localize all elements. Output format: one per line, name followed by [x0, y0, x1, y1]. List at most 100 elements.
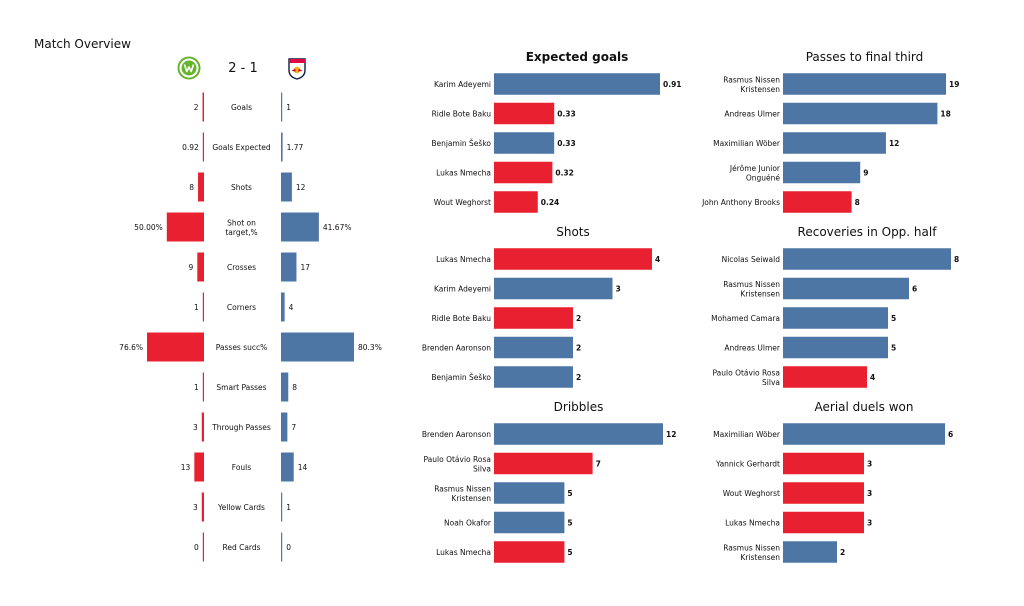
player-name-label: Lukas Nmecha	[436, 548, 491, 557]
player-name-label-line: Kristensen	[740, 553, 780, 562]
player-bar	[494, 73, 660, 95]
expected-goals-chart: Expected goals 0.91 Karim Adeyemi 0.33 Ridle…	[431, 50, 682, 213]
overview-category-label: Fouls	[232, 463, 251, 472]
player-value-label: 12	[666, 430, 676, 439]
overview-home-bar	[197, 252, 204, 282]
overview-category-label: Through Passes	[211, 423, 271, 432]
match-score: 2 - 1	[228, 61, 258, 76]
player-value-label: 3	[867, 460, 872, 469]
player-bar	[494, 248, 652, 270]
player-value-label: 5	[567, 548, 572, 557]
player-bar	[494, 132, 555, 154]
overview-category-label: Passes succ%	[216, 343, 268, 352]
player-name-label: Wout Weghorst	[723, 489, 780, 498]
player-name-label: John Anthony Brooks	[701, 198, 780, 207]
player-bar	[783, 452, 864, 475]
overview-category-label: Corners	[227, 303, 256, 312]
overview-home-bar	[202, 292, 204, 322]
overview-away-bar	[281, 372, 289, 402]
player-name-label: Rasmus Nissen Kristensen	[723, 280, 780, 299]
player-value-label: 18	[940, 110, 950, 119]
wolfsburg-crest-icon	[177, 56, 201, 80]
player-bar	[783, 307, 888, 329]
player-bar	[494, 191, 538, 213]
overview-home-bar	[166, 212, 204, 242]
player-name-label-line: Kristensen	[740, 85, 780, 94]
player-value-label: 7	[596, 460, 601, 469]
overview-away-bar	[281, 132, 283, 162]
player-bar	[783, 336, 888, 359]
overview-category-label: Goals	[231, 103, 252, 112]
player-name-label: Ridle Bote Baku	[432, 314, 492, 323]
player-value-label: 2	[576, 344, 581, 353]
player-name-label-line: Silva	[473, 465, 491, 474]
player-name-label: Lukas Nmecha	[436, 255, 491, 264]
player-name-label: Benjamin Šeško	[431, 373, 491, 382]
overview-away-value: 4	[289, 303, 294, 312]
player-bar	[494, 102, 555, 125]
player-name-label: Maximilian Wöber	[713, 430, 781, 439]
overview-away-value: 7	[291, 423, 296, 432]
panel-title: Recoveries in Opp. half	[798, 225, 938, 239]
overview-home-value: 3	[193, 423, 198, 432]
panel-title: Aerial duels won	[815, 400, 914, 414]
leipzig-crest-icon	[288, 58, 306, 80]
player-name-label: Karim Adeyemi	[434, 285, 491, 294]
player-value-label: 2	[840, 548, 845, 557]
overview-away-value: 14	[298, 463, 308, 472]
overview-category-label: Smart Passes	[216, 383, 266, 392]
overview-chart: 2 1 Goals 0.92 1.77 Goals Expected 8 12 Shots 50.…	[119, 92, 382, 562]
player-value-label: 0.32	[555, 169, 574, 178]
player-name-label: Rasmus Nissen Kristensen	[434, 485, 491, 504]
overview-home-value: 8	[189, 183, 194, 192]
player-bar	[783, 541, 837, 563]
overview-away-bar	[281, 492, 283, 522]
overview-away-bar	[281, 332, 354, 362]
player-bar	[494, 277, 613, 300]
player-name-label-line: Rasmus Nissen	[723, 280, 780, 289]
overview-home-bar	[194, 452, 204, 482]
player-bar	[783, 366, 867, 388]
overview-home-value: 76.6%	[119, 343, 143, 352]
panel-title: Shots	[556, 225, 590, 239]
player-bar	[783, 248, 951, 270]
player-name-label-line: Onguéné	[746, 174, 781, 183]
overview-away-value: 1	[286, 103, 291, 112]
overview-category-label: Red Cards	[222, 543, 260, 552]
player-name-label: Maximilian Wöber	[713, 139, 781, 148]
overview-away-bar	[281, 92, 283, 122]
player-name-label-line: Paulo Otávio Rosa	[713, 369, 781, 378]
overview-home-value: 3	[193, 503, 198, 512]
player-bar	[494, 541, 565, 563]
shots-chart: Shots 4 Lukas Nmecha 3 Karim Adeyemi 2 Ridle B…	[422, 225, 660, 388]
player-name-label: Rasmus Nissen Kristensen	[723, 76, 780, 95]
player-bar	[783, 277, 909, 300]
overview-away-value: 41.67%	[323, 223, 352, 232]
player-value-label: 5	[567, 519, 572, 528]
player-value-label: 6	[912, 285, 917, 294]
recoveries-chart: Recoveries in Opp. half 8 Nicolas Seiwald 6…	[711, 225, 959, 388]
player-name-label: Paulo Otávio Rosa Silva	[713, 369, 781, 388]
player-name-label: Karim Adeyemi	[434, 80, 491, 89]
player-name-label: Wout Weghorst	[434, 198, 491, 207]
overview-home-bar	[202, 92, 204, 122]
passes-final-third-chart: Passes to final third 19 Rasmus Nissen Kris…	[701, 50, 959, 213]
panel-title: Dribbles	[554, 400, 604, 414]
player-name-label: Paulo Otávio Rosa Silva	[424, 455, 492, 474]
overview-category-label: Crosses	[227, 263, 256, 272]
overview-category-label: Goals Expected	[212, 143, 271, 152]
player-name-label-line: Paulo Otávio Rosa	[424, 455, 492, 464]
player-value-label: 3	[616, 285, 621, 294]
overview-away-value: 80.3%	[358, 343, 382, 352]
player-value-label: 5	[891, 344, 896, 353]
player-value-label: 8	[954, 255, 959, 264]
player-bar	[783, 511, 864, 534]
overview-away-value: 17	[300, 263, 310, 272]
player-name-label-line: Jérôme Junior	[729, 164, 781, 173]
player-value-label: 0.33	[557, 139, 576, 148]
overview-home-bar	[202, 132, 204, 162]
overview-away-bar	[281, 252, 297, 282]
player-value-label: 5	[567, 489, 572, 498]
player-name-label: Lukas Nmecha	[725, 519, 780, 528]
